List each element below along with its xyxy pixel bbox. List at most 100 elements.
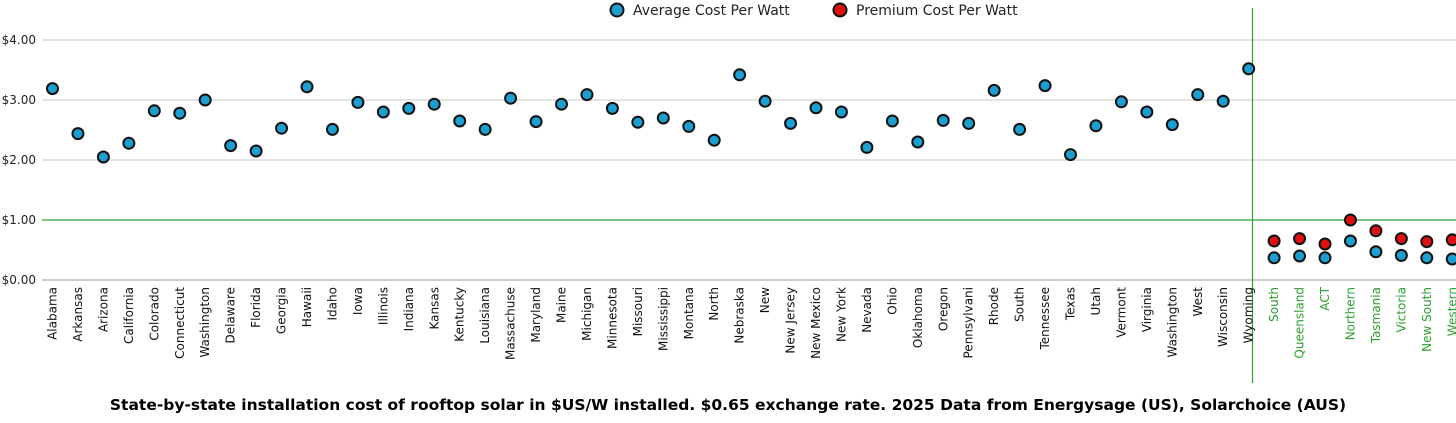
average-point bbox=[376, 105, 390, 119]
x-tick-label: Minnesota bbox=[605, 287, 619, 349]
x-tick-label: Oklahoma bbox=[911, 287, 925, 348]
average-point bbox=[1089, 119, 1103, 133]
average-point bbox=[631, 115, 645, 129]
x-tick-label: Rhode bbox=[987, 287, 1001, 325]
x-tick-label: Washington bbox=[198, 287, 212, 358]
x-tick-label: New Jersey bbox=[784, 287, 798, 354]
average-point bbox=[1216, 94, 1230, 108]
x-tick-label: Oregon bbox=[936, 287, 950, 331]
average-point bbox=[580, 88, 594, 102]
premium-point bbox=[1293, 232, 1307, 246]
x-tick-label: Arkansas bbox=[71, 287, 85, 342]
x-tick-label: Illinois bbox=[376, 287, 390, 325]
x-tick-label: Massachuse bbox=[504, 287, 518, 360]
x-tick-label: Idaho bbox=[325, 287, 339, 320]
x-tick-label: Washington bbox=[1165, 287, 1179, 358]
x-tick-label: Virginia bbox=[1140, 287, 1154, 332]
average-point bbox=[1064, 148, 1077, 162]
premium-point bbox=[1343, 213, 1357, 227]
x-tick-label: Vermont bbox=[1114, 287, 1128, 338]
average-point bbox=[122, 136, 136, 150]
average-point bbox=[147, 104, 161, 118]
average-point bbox=[1013, 122, 1027, 136]
x-tick-label: Delaware bbox=[224, 287, 238, 344]
x-tick-label: Louisiana bbox=[478, 287, 492, 344]
average-point bbox=[1343, 234, 1357, 248]
x-tick-label: Tennessee bbox=[1038, 287, 1052, 351]
x-tick-label: Pennsylvani bbox=[962, 287, 976, 358]
average-point bbox=[1242, 62, 1256, 76]
average-point bbox=[809, 101, 823, 115]
average-point bbox=[1445, 252, 1456, 266]
x-tick-label: Mississippi bbox=[656, 287, 670, 351]
average-point bbox=[987, 83, 1001, 97]
average-point bbox=[605, 101, 619, 115]
x-tick-label: Kentucky bbox=[453, 287, 467, 342]
x-tick-label: Montana bbox=[682, 287, 696, 339]
x-tick-label: Iowa bbox=[351, 287, 365, 315]
x-tick-label: West bbox=[1191, 287, 1205, 317]
x-tick-label: Victoria bbox=[1394, 287, 1408, 333]
average-point bbox=[1165, 118, 1179, 132]
x-tick-label: Nevada bbox=[860, 287, 874, 333]
x-tick-label: New South bbox=[1420, 287, 1434, 352]
average-point bbox=[1293, 249, 1307, 263]
average-point bbox=[351, 95, 365, 109]
x-tick-label: California bbox=[122, 287, 136, 344]
average-point bbox=[504, 91, 518, 105]
x-tick-label: Nebraska bbox=[733, 287, 747, 344]
x-tick-label: North bbox=[707, 287, 721, 321]
average-point bbox=[325, 122, 339, 136]
legend-marker bbox=[609, 2, 625, 18]
average-point bbox=[453, 114, 467, 128]
average-point bbox=[96, 150, 110, 164]
x-tick-label: Maine bbox=[555, 287, 569, 323]
x-tick-label: South bbox=[1267, 287, 1281, 322]
x-tick-label: Northern bbox=[1343, 287, 1357, 340]
average-point bbox=[1394, 248, 1408, 262]
legend-label: Average Cost Per Watt bbox=[633, 3, 790, 19]
x-tick-label: Colorado bbox=[147, 287, 161, 341]
average-point bbox=[1420, 251, 1434, 265]
x-tick-label: Missouri bbox=[631, 287, 645, 336]
average-point bbox=[71, 127, 85, 141]
average-point bbox=[173, 106, 187, 120]
x-tick-label: Wyoming bbox=[1242, 287, 1256, 343]
x-tick-label: New Mexico bbox=[809, 287, 823, 359]
average-point bbox=[936, 113, 950, 127]
average-point bbox=[707, 133, 721, 147]
average-point bbox=[402, 101, 416, 115]
x-tick-label: Texas bbox=[1064, 287, 1078, 321]
premium-point bbox=[1394, 232, 1408, 246]
average-point bbox=[427, 97, 441, 111]
average-point bbox=[656, 111, 670, 125]
x-tick-label: South bbox=[1013, 287, 1027, 322]
average-point bbox=[1191, 88, 1205, 102]
average-point bbox=[555, 97, 568, 111]
x-tick-label: Tasmania bbox=[1369, 287, 1383, 344]
average-point bbox=[1267, 251, 1281, 265]
average-point bbox=[1140, 105, 1154, 119]
average-point bbox=[1114, 95, 1128, 109]
legend-marker bbox=[832, 2, 848, 18]
x-tick-label: Utah bbox=[1089, 287, 1103, 315]
x-tick-label: Florida bbox=[249, 287, 263, 328]
chart-caption: State-by-state installation cost of roof… bbox=[109, 396, 1347, 414]
y-tick-label: $2.00 bbox=[2, 153, 36, 167]
x-tick-label: New bbox=[758, 287, 772, 313]
average-point bbox=[911, 135, 925, 149]
average-point bbox=[733, 68, 747, 82]
y-tick-label: $3.00 bbox=[2, 93, 36, 107]
average-point bbox=[300, 80, 314, 94]
y-tick-label: $4.00 bbox=[2, 33, 36, 47]
x-tick-label: Kansas bbox=[427, 287, 441, 329]
premium-point bbox=[1445, 233, 1456, 247]
x-tick-label: Indiana bbox=[402, 287, 416, 331]
x-tick-label: Ohio bbox=[885, 287, 899, 315]
average-point bbox=[834, 105, 848, 119]
x-tick-label: New York bbox=[834, 287, 848, 342]
x-tick-label: Western bbox=[1445, 287, 1456, 336]
average-point bbox=[198, 93, 212, 107]
average-point bbox=[1318, 251, 1332, 265]
average-point bbox=[885, 114, 899, 128]
